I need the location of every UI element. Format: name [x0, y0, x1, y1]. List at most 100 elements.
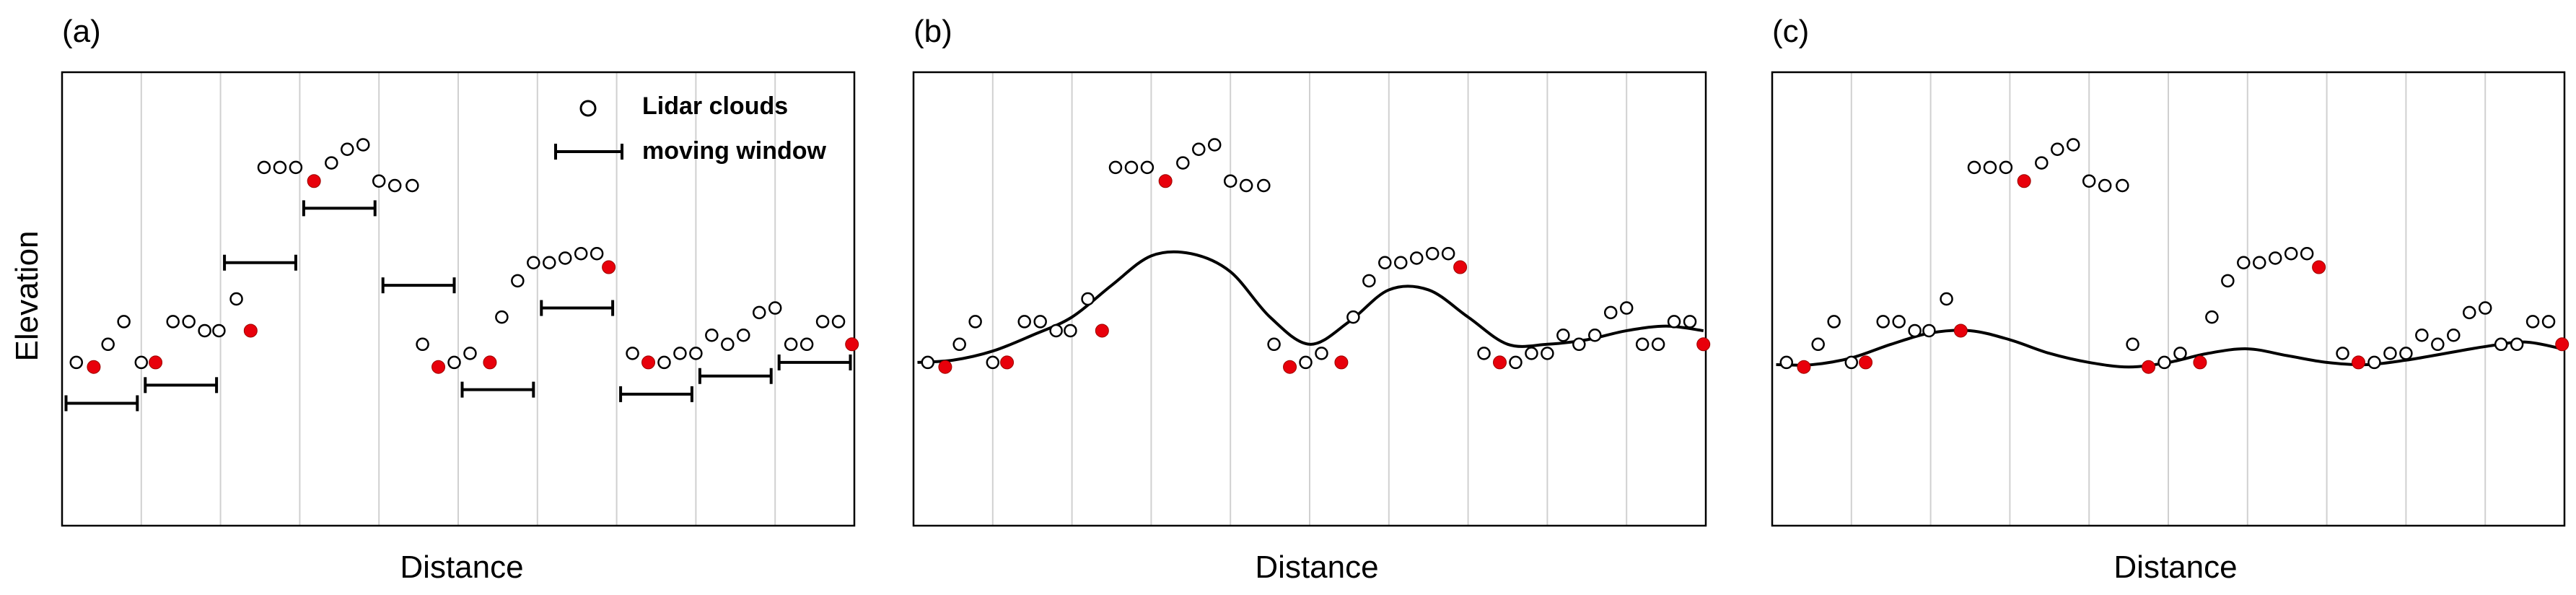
lidar-point [657, 355, 671, 370]
lidar-point [768, 301, 782, 315]
minimum-point [1000, 355, 1015, 370]
lidar-point [372, 174, 386, 188]
panel-c: (c) Distance [1771, 14, 2570, 585]
panel-a-x-axis-label: Distance [400, 550, 523, 585]
lidar-point [2336, 347, 2349, 360]
lidar-point [1267, 337, 1281, 352]
lidar-point [1033, 315, 1047, 329]
moving-window-0 [64, 395, 139, 412]
lidar-point [289, 160, 303, 175]
moving-window-4 [381, 277, 456, 294]
lidar-point [1239, 178, 1253, 193]
panel-c-label: (c) [1772, 14, 1809, 49]
lidar-point [968, 315, 982, 329]
lidar-point [1509, 355, 1523, 370]
lidar-point [1683, 315, 1697, 329]
minimum-point [1859, 355, 1873, 370]
lidar-point [784, 337, 798, 352]
lidar-point [2284, 246, 2298, 261]
lidar-point [2383, 347, 2397, 360]
lidar-point [1779, 355, 1794, 370]
lidar-point [558, 251, 572, 265]
lidar-point [1257, 178, 1271, 193]
lidar-point [574, 246, 588, 261]
lidar-point [257, 160, 271, 175]
lidar-point [463, 347, 477, 360]
lidar-point [1378, 256, 1392, 270]
legend-window-label: moving window [642, 137, 827, 165]
lidar-point [1207, 138, 1222, 152]
lidar-point [1064, 323, 1077, 338]
lidar-point [1651, 337, 1665, 352]
lidar-point [2253, 256, 2266, 270]
lidar-point [2157, 355, 2171, 370]
lidar-point [752, 305, 766, 320]
lidar-point [1362, 274, 1376, 288]
panel-b-frame [912, 71, 1707, 527]
lidar-point [1140, 160, 1155, 175]
lidar-point [1192, 142, 1206, 157]
moving-window-5 [460, 381, 535, 398]
lidar-point [1049, 323, 1063, 338]
lidar-point [1425, 246, 1440, 261]
lidar-point [1556, 328, 1570, 342]
lidar-point [799, 337, 814, 352]
lidar-point [511, 274, 525, 288]
minimum-point [431, 360, 446, 374]
lidar-point [212, 323, 226, 338]
lidar-point [1908, 323, 1922, 338]
minimum-point [2017, 174, 2031, 188]
y-axis-label: Elevation [9, 230, 45, 361]
panel-b-label: (b) [914, 14, 952, 49]
lidar-point [1588, 328, 1602, 342]
lidar-point [673, 347, 687, 360]
lidar-point [2066, 138, 2080, 152]
lidar-point [1108, 160, 1123, 175]
lidar-point [2525, 315, 2540, 329]
lidar-point [356, 138, 370, 152]
lidar-point [1999, 160, 2013, 175]
panel-a-plot-area [61, 71, 859, 527]
lidar-point [721, 337, 735, 352]
lidar-point [166, 315, 180, 329]
minimum-point [1953, 323, 1968, 338]
lidar-point [1394, 256, 1408, 270]
lidar-point [1667, 315, 1681, 329]
lidar-point [2462, 305, 2476, 320]
minimum-point [2193, 355, 2207, 370]
lidar-point [117, 315, 131, 329]
lidar-point [229, 292, 243, 306]
lidar-point [626, 347, 639, 360]
lidar-point [590, 246, 604, 261]
lidar-point [182, 315, 196, 329]
lidar-point [1081, 292, 1095, 306]
lidar-point [2447, 328, 2461, 342]
lidar-point [1572, 337, 1586, 352]
lidar-point [1541, 347, 1554, 360]
minimum-point [307, 174, 321, 188]
lidar-point [1441, 246, 1455, 261]
lidar-point [134, 355, 149, 370]
lidar-point [1892, 315, 1906, 329]
moving-window-1 [144, 377, 219, 394]
lidar-point [831, 315, 846, 329]
minimum-point [641, 355, 656, 370]
minimum-point [243, 323, 258, 338]
panel-a: (a) Distance Lidar clouds moving window [61, 14, 859, 585]
legend: Lidar clouds moving window [554, 92, 827, 165]
panel-a-frame [61, 71, 856, 527]
legend-lidar-marker [579, 100, 597, 117]
lidar-point [2510, 337, 2524, 352]
lidar-point [69, 355, 84, 370]
moving-window-3 [302, 200, 377, 217]
lidar-point [2431, 337, 2445, 352]
panel-c-frame [1771, 71, 2566, 527]
lidar-point [1967, 160, 1981, 175]
lidar-point [1635, 337, 1650, 352]
lidar-point [689, 347, 703, 360]
lidar-point [2399, 347, 2413, 360]
panel-a-label: (a) [62, 14, 101, 49]
lidar-point [1619, 301, 1634, 315]
lidar-point [2367, 355, 2381, 370]
